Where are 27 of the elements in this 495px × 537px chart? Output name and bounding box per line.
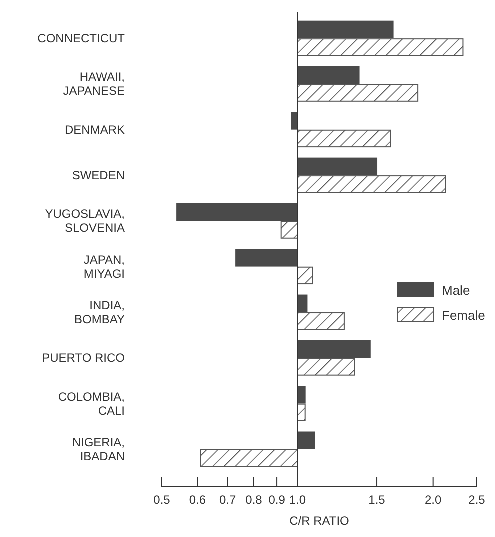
y-tick-label: CONNECTICUT bbox=[38, 32, 126, 46]
y-tick-label: HAWAII, JAPANESE bbox=[63, 70, 125, 98]
x-tick-label: 0.6 bbox=[189, 492, 206, 507]
y-tick-label: INDIA, BOMBAY bbox=[74, 298, 125, 326]
y-tick-label: DENMARK bbox=[64, 122, 125, 137]
x-tick-label: 2.5 bbox=[468, 492, 486, 507]
x-axis-title: C/R RATIO bbox=[290, 514, 350, 528]
x-tick-label: 1.0 bbox=[289, 492, 306, 507]
bar bbox=[200, 449, 298, 468]
bar bbox=[297, 266, 314, 285]
y-tick-label: NIGERIA, IBADAN bbox=[72, 435, 125, 464]
bar bbox=[297, 432, 316, 450]
y-tick-label: COLOMBIA, CALI bbox=[58, 390, 125, 418]
bar bbox=[236, 249, 298, 267]
x-tick-label: 1.5 bbox=[368, 492, 386, 507]
x-tick-label: 0.5 bbox=[154, 492, 171, 507]
y-tick-label: SWEDEN bbox=[72, 168, 125, 183]
legend-label: Female bbox=[442, 308, 486, 323]
x-tick-label: 2.0 bbox=[424, 492, 442, 507]
bar bbox=[297, 130, 392, 148]
legend-label: Male bbox=[442, 283, 470, 298]
y-tick-label: JAPAN, MIYAGI bbox=[84, 252, 125, 281]
x-tick-label: 0.7 bbox=[220, 492, 237, 507]
y-tick-label: PUERTO RICO bbox=[42, 351, 125, 366]
x-tick-label: 0.9 bbox=[268, 492, 286, 507]
y-tick-label: YUGOSLAVIA, SLOVENIA bbox=[45, 207, 125, 236]
x-tick-label: 0.8 bbox=[246, 492, 263, 507]
